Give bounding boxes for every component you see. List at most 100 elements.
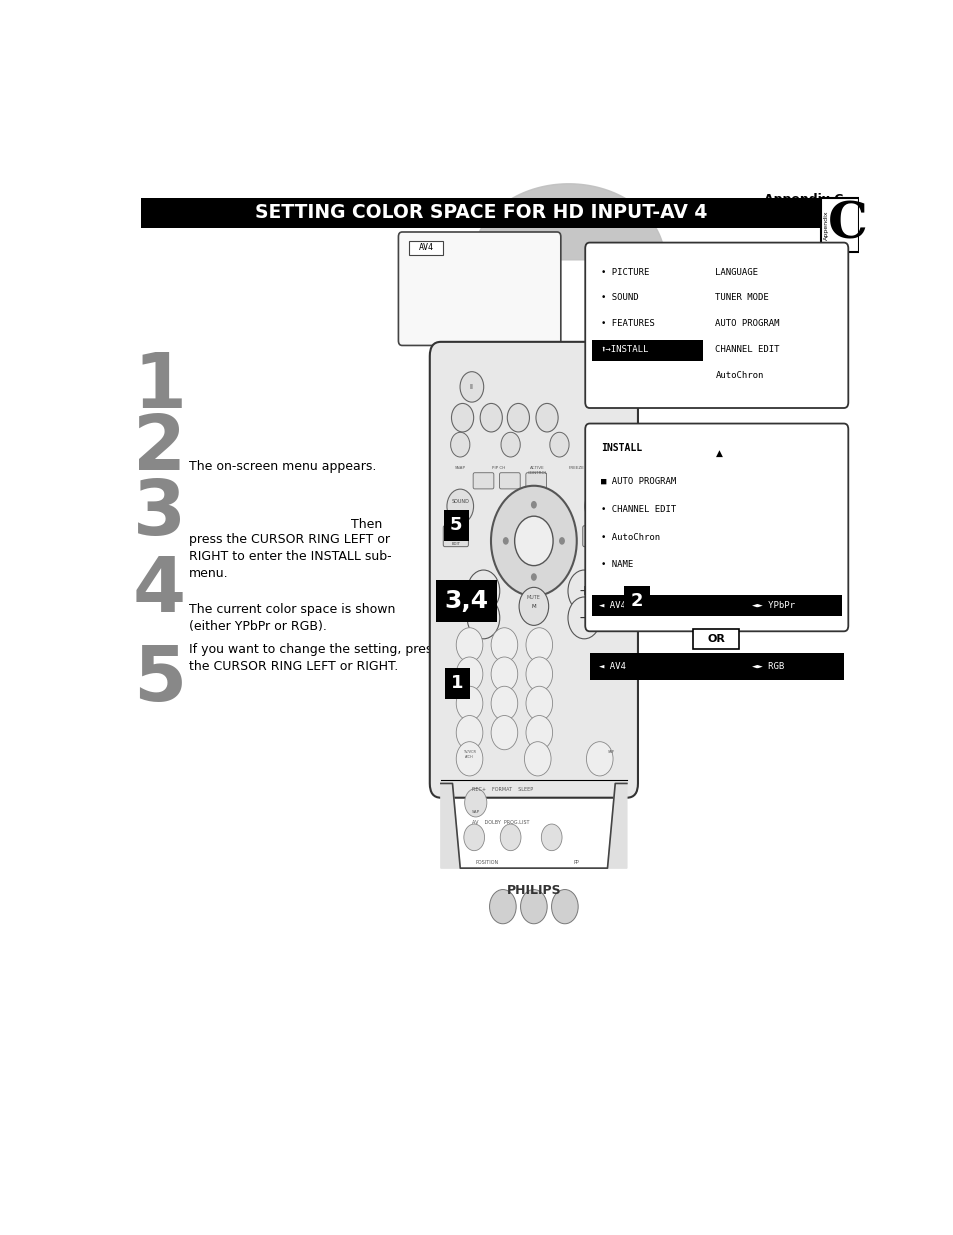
Text: +: + [477, 584, 489, 598]
Text: PHILIPS: PHILIPS [506, 883, 560, 897]
Text: Appendix: Appendix [822, 210, 828, 240]
Text: AUTO PROGRAM: AUTO PROGRAM [715, 319, 779, 329]
Circle shape [450, 432, 470, 457]
Text: FREEZE: FREEZE [568, 466, 584, 471]
Text: Then: Then [351, 517, 382, 531]
Circle shape [456, 715, 482, 750]
Text: ◄ AV4: ◄ AV4 [598, 662, 625, 671]
Text: Appendix C: Appendix C [763, 193, 843, 206]
Circle shape [525, 715, 552, 750]
Text: MENU/
SELECT: MENU/ SELECT [590, 537, 605, 546]
Circle shape [540, 824, 561, 851]
FancyBboxPatch shape [430, 342, 638, 798]
Text: • AutoChron: • AutoChron [600, 532, 659, 542]
Text: SOUND: SOUND [451, 499, 469, 504]
Text: AV4: AV4 [418, 243, 434, 252]
Text: REC+    FORMAT    SLEEP: REC+ FORMAT SLEEP [472, 787, 533, 793]
Text: 1: 1 [451, 674, 463, 693]
FancyBboxPatch shape [525, 473, 546, 489]
Circle shape [491, 627, 517, 662]
Text: SNAP: SNAP [455, 466, 465, 471]
Circle shape [491, 687, 517, 720]
Text: ◄► YPbPr: ◄► YPbPr [752, 601, 795, 610]
Text: ◄► RGB: ◄► RGB [752, 662, 783, 671]
Text: CHANNEL EDIT: CHANNEL EDIT [715, 345, 779, 354]
Text: POWER: POWER [600, 368, 620, 373]
Polygon shape [440, 783, 626, 868]
Circle shape [514, 516, 553, 566]
Circle shape [536, 404, 558, 432]
Text: AV    DOLBY  PROG.LIST: AV DOLBY PROG.LIST [472, 820, 529, 825]
FancyBboxPatch shape [141, 199, 821, 227]
Text: • SOUND: • SOUND [600, 294, 638, 303]
Circle shape [525, 687, 552, 720]
Text: −: − [578, 611, 590, 625]
Circle shape [567, 597, 599, 638]
Text: • CHANNEL EDIT: • CHANNEL EDIT [600, 505, 676, 514]
Text: SETTING COLOR SPACE FOR HD INPUT-AV 4: SETTING COLOR SPACE FOR HD INPUT-AV 4 [254, 204, 706, 222]
Text: +: + [578, 584, 590, 598]
Text: INSTALL: INSTALL [600, 443, 641, 453]
Text: ■ AUTO PROGRAM: ■ AUTO PROGRAM [600, 477, 676, 487]
Text: TUNER MODE: TUNER MODE [715, 294, 768, 303]
Polygon shape [521, 325, 553, 356]
Polygon shape [472, 184, 664, 259]
Text: SAP: SAP [472, 810, 479, 814]
Circle shape [595, 372, 618, 403]
Circle shape [467, 597, 499, 638]
FancyBboxPatch shape [692, 630, 739, 648]
FancyBboxPatch shape [409, 241, 443, 254]
Circle shape [456, 657, 482, 692]
Text: 5: 5 [132, 642, 186, 716]
FancyBboxPatch shape [821, 199, 858, 252]
Circle shape [551, 889, 578, 924]
Text: If you want to change the setting, press
the CURSOR RING LEFT or RIGHT.: If you want to change the setting, press… [189, 643, 438, 673]
Text: II: II [470, 384, 474, 390]
Text: 1: 1 [132, 350, 186, 424]
Text: 4: 4 [132, 555, 186, 627]
Text: C: C [826, 201, 866, 249]
Circle shape [518, 588, 548, 625]
Circle shape [500, 432, 519, 457]
Text: press the CURSOR RING LEFT or
RIGHT to enter the INSTALL sub-
menu.: press the CURSOR RING LEFT or RIGHT to e… [189, 534, 392, 580]
FancyBboxPatch shape [473, 473, 494, 489]
Text: MUTE: MUTE [526, 595, 540, 600]
Text: • NAME: • NAME [600, 561, 633, 569]
Circle shape [525, 627, 552, 662]
Text: SAP: SAP [607, 751, 614, 755]
Circle shape [464, 788, 486, 818]
Text: ACTIVE
CONTROL: ACTIVE CONTROL [527, 466, 547, 474]
Circle shape [507, 404, 529, 432]
Circle shape [549, 432, 569, 457]
Text: The current color space is shown
(either YPbPr or RGB).: The current color space is shown (either… [189, 603, 395, 632]
Text: CH: CH [603, 608, 612, 613]
Text: • FEATURES: • FEATURES [600, 319, 654, 329]
Circle shape [499, 824, 520, 851]
Text: 3: 3 [132, 477, 186, 551]
Text: ▲: ▲ [715, 448, 721, 457]
Text: ◄ AV4: ◄ AV4 [598, 601, 625, 610]
Text: 2: 2 [132, 411, 186, 485]
Circle shape [446, 489, 473, 524]
Circle shape [491, 485, 577, 597]
Text: • PICTURE: • PICTURE [600, 268, 648, 277]
Circle shape [451, 404, 474, 432]
Text: M: M [531, 604, 536, 609]
Text: POSITION: POSITION [476, 861, 498, 866]
Circle shape [567, 571, 599, 611]
Text: −: − [477, 611, 489, 625]
Circle shape [456, 687, 482, 720]
Circle shape [558, 537, 564, 545]
Circle shape [479, 404, 502, 432]
Text: PIP CH: PIP CH [492, 466, 505, 471]
Circle shape [586, 742, 613, 776]
FancyBboxPatch shape [591, 340, 702, 361]
Circle shape [456, 627, 482, 662]
Text: TV/VCR
A/CH: TV/VCR A/CH [462, 751, 476, 760]
FancyBboxPatch shape [591, 595, 841, 616]
FancyBboxPatch shape [589, 652, 843, 679]
Text: 2: 2 [630, 592, 642, 610]
Circle shape [489, 889, 516, 924]
Circle shape [525, 657, 552, 692]
FancyBboxPatch shape [584, 424, 847, 631]
